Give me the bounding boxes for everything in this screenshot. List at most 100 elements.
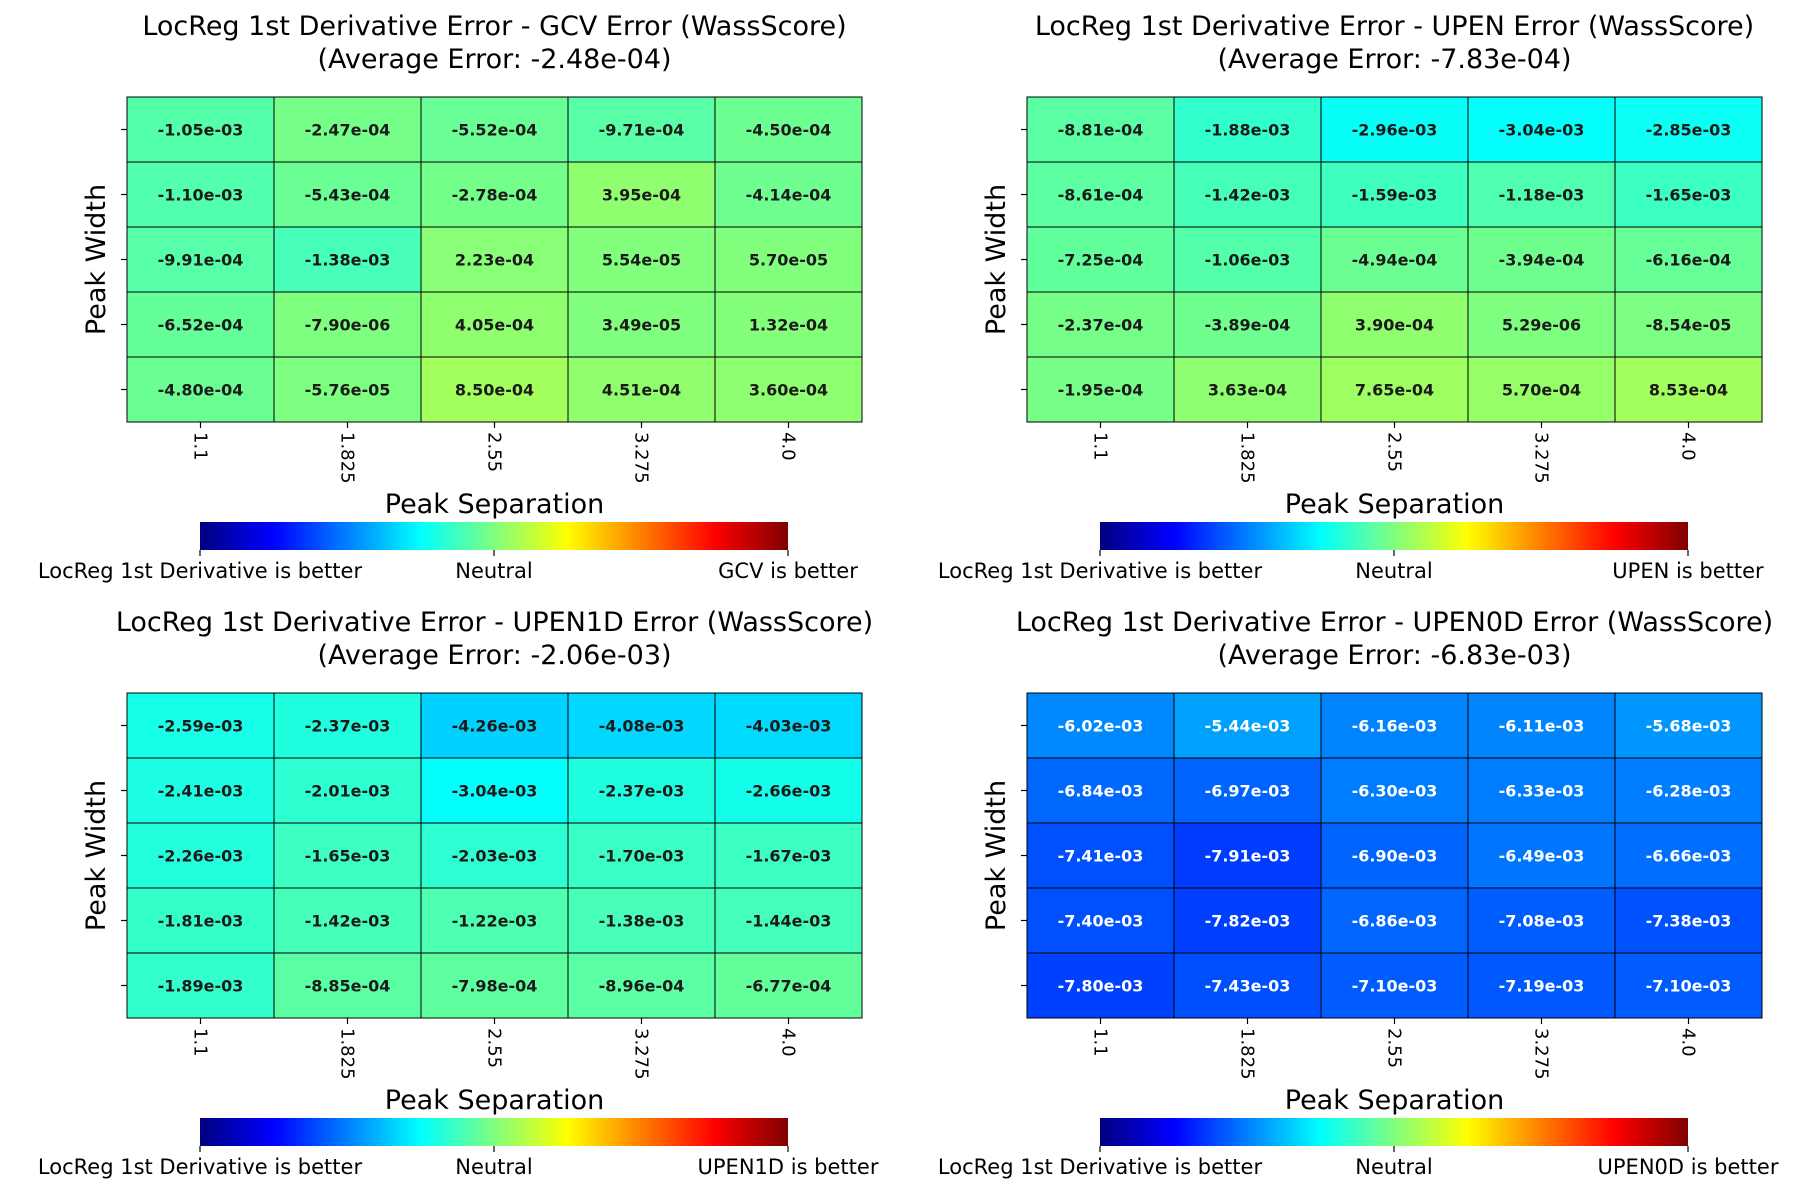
heatmap-cell [273, 96, 422, 163]
cell-value-label: -6.11e-03 [1499, 717, 1585, 736]
heatmap-cell [1614, 226, 1763, 293]
heatmap-cell [1320, 161, 1469, 228]
cell-value-label: 8.53e-04 [1649, 381, 1728, 400]
colorbar-right-label: GCV is better [718, 559, 858, 583]
x-tick-label: 1.1 [1090, 432, 1111, 461]
heatmap-cell [714, 96, 863, 163]
x-tick-label: 4.0 [778, 432, 799, 461]
y-axis-label: Peak Width [81, 184, 112, 335]
colorbar-center-label: Neutral [1355, 1155, 1433, 1179]
cell-value-label: 5.70e-04 [1502, 381, 1581, 400]
cell-value-label: -7.08e-03 [1499, 912, 1585, 931]
cell-value-label: -1.38e-03 [305, 251, 391, 270]
heatmap-cell [1173, 161, 1322, 228]
heatmap-panel: LocReg 1st Derivative Error - UPEN Error… [938, 11, 1764, 583]
x-tick-label: 1.1 [190, 1028, 211, 1057]
cell-value-label: 7.65e-04 [1355, 381, 1434, 400]
cell-value-label: -1.67e-03 [746, 847, 832, 866]
cell-value-label: 1.32e-04 [749, 316, 828, 335]
cell-value-label: -2.59e-03 [158, 717, 244, 736]
colorbar-right-label: UPEN1D is better [698, 1155, 879, 1179]
cell-value-label: -5.68e-03 [1646, 717, 1732, 736]
cell-value-label: -4.94e-04 [1352, 251, 1438, 270]
cell-value-label: -7.80e-03 [1058, 977, 1144, 996]
heatmap-cell [273, 356, 422, 423]
cell-value-label: -1.88e-03 [1205, 121, 1291, 140]
heatmap-cell [126, 356, 275, 423]
heatmap-cell [1320, 822, 1469, 889]
cell-value-label: -4.08e-03 [599, 717, 685, 736]
cell-value-label: -8.61e-04 [1058, 186, 1144, 205]
cell-value-label: -1.06e-03 [1205, 251, 1291, 270]
heatmap-cell [273, 952, 422, 1019]
chart-subtitle: (Average Error: -7.83e-04) [1217, 44, 1571, 75]
heatmap-cell [1026, 96, 1175, 163]
heatmap-cell [1173, 291, 1322, 358]
cell-value-label: -3.04e-03 [452, 782, 538, 801]
x-tick-label: 1.825 [1237, 432, 1258, 484]
heatmap-cell [1467, 226, 1616, 293]
cell-value-label: -8.54e-05 [1646, 316, 1732, 335]
heatmap-cell [714, 291, 863, 358]
heatmap-panel: LocReg 1st Derivative Error - UPEN1D Err… [38, 607, 879, 1179]
cell-value-label: -4.26e-03 [452, 717, 538, 736]
chart-title: LocReg 1st Derivative Error - UPEN1D Err… [116, 607, 873, 638]
heatmap-cell [1026, 226, 1175, 293]
heatmap-cell [126, 952, 275, 1019]
cell-value-label: -4.03e-03 [746, 717, 832, 736]
x-axis-label: Peak Separation [385, 1085, 605, 1116]
heatmap-cell [567, 822, 716, 889]
heatmap-cell [420, 822, 569, 889]
chart-title: LocReg 1st Derivative Error - GCV Error … [142, 11, 846, 42]
cell-value-label: -2.96e-03 [1352, 121, 1438, 140]
heatmap-cell [1173, 226, 1322, 293]
cell-value-label: -7.10e-03 [1352, 977, 1438, 996]
heatmap-cell [273, 226, 422, 293]
x-tick-label: 1.1 [190, 432, 211, 461]
heatmap-cell [714, 757, 863, 824]
y-axis-label: Peak Width [81, 780, 112, 931]
cell-value-label: -1.65e-03 [1646, 186, 1732, 205]
cell-value-label: -7.38e-03 [1646, 912, 1732, 931]
cell-value-label: -5.44e-03 [1205, 717, 1291, 736]
cell-value-label: 2.23e-04 [455, 251, 534, 270]
chart-title: LocReg 1st Derivative Error - UPEN Error… [1035, 11, 1754, 42]
cell-value-label: 5.54e-05 [602, 251, 681, 270]
cell-value-label: -6.66e-03 [1646, 847, 1732, 866]
heatmap-cell [1614, 291, 1763, 358]
heatmap-cell [1467, 952, 1616, 1019]
cell-value-label: -2.37e-04 [1058, 316, 1144, 335]
cell-value-label: -7.25e-04 [1058, 251, 1144, 270]
cell-value-label: -1.65e-03 [305, 847, 391, 866]
cell-value-label: -3.04e-03 [1499, 121, 1585, 140]
cell-value-label: 3.90e-04 [1355, 316, 1434, 335]
heatmap-cell [1467, 291, 1616, 358]
cell-value-label: -2.47e-04 [305, 121, 391, 140]
cell-value-label: -8.96e-04 [599, 977, 685, 996]
heatmap-cell [1026, 952, 1175, 1019]
colorbar-left-label: LocReg 1st Derivative is better [938, 559, 1263, 583]
x-axis-label: Peak Separation [385, 489, 605, 520]
cell-value-label: 5.29e-06 [1502, 316, 1581, 335]
cell-value-label: -2.78e-04 [452, 186, 538, 205]
colorbar [1100, 522, 1688, 550]
heatmap-cell [1026, 356, 1175, 423]
cell-value-label: -7.40e-03 [1058, 912, 1144, 931]
x-tick-label: 4.0 [1678, 432, 1699, 461]
heatmap-cell [1320, 887, 1469, 954]
heatmap-cell [714, 692, 863, 759]
heatmap-cell [1320, 96, 1469, 163]
x-tick-label: 2.55 [484, 1028, 505, 1068]
heatmap-cell [1614, 887, 1763, 954]
heatmap-cell [1320, 291, 1469, 358]
heatmap-cell [420, 356, 569, 423]
colorbar [200, 1118, 788, 1146]
x-tick-label: 4.0 [778, 1028, 799, 1057]
cell-value-label: -6.02e-03 [1058, 717, 1144, 736]
cell-value-label: 3.49e-05 [602, 316, 681, 335]
cell-value-label: -3.89e-04 [1205, 316, 1291, 335]
colorbar-right-label: UPEN is better [1612, 559, 1764, 583]
x-axis-label: Peak Separation [1285, 1085, 1505, 1116]
heatmap-cell [420, 757, 569, 824]
